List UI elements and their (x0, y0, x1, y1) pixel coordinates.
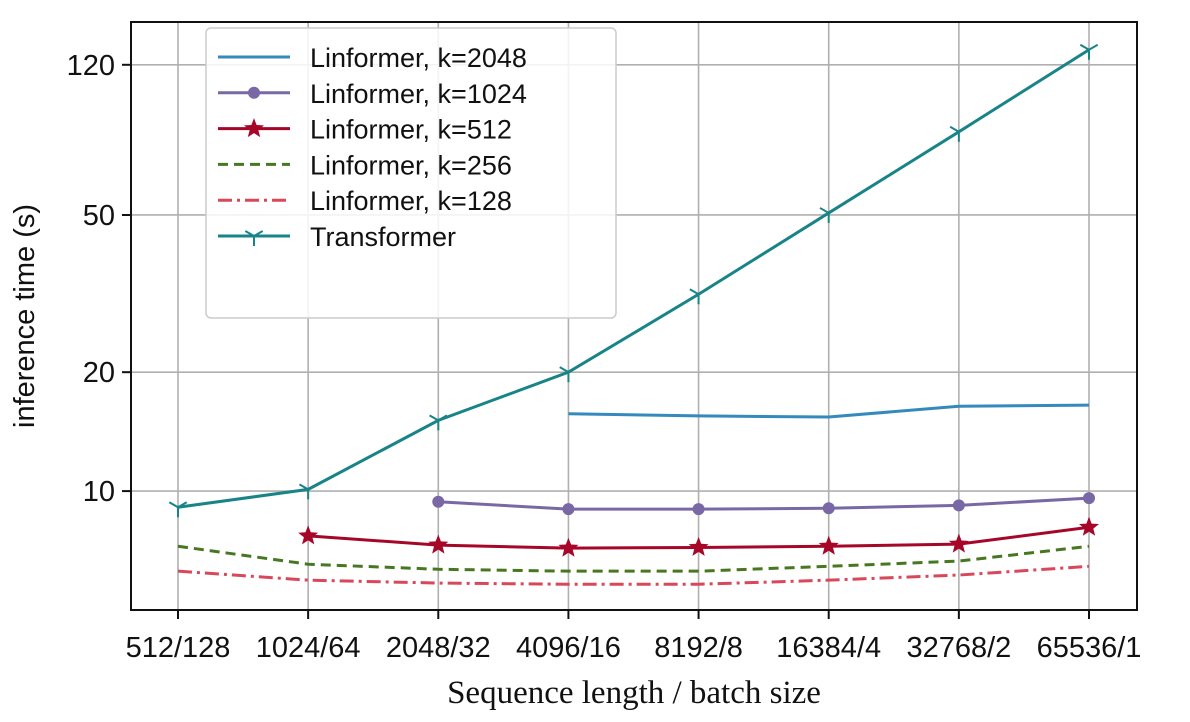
legend-box (205, 27, 617, 319)
circle-marker (432, 495, 445, 508)
marker-stroke (253, 230, 264, 237)
y-tick-label: 50 (83, 200, 115, 232)
marker-stroke (819, 207, 830, 214)
tri-down-marker (298, 483, 318, 500)
legend-entry: Linformer, k=1024 (218, 79, 527, 109)
y-tick-label: 120 (67, 50, 115, 82)
marker-stroke (437, 414, 448, 422)
legend-label: Transformer (310, 222, 456, 252)
legend-label: Linformer, k=256 (310, 150, 512, 180)
star-marker (298, 525, 319, 545)
tri-down-marker (429, 414, 448, 431)
marker-stroke (177, 501, 188, 509)
tri-down-marker (689, 288, 708, 305)
x-tick-label: 512/128 (126, 632, 231, 664)
series-linformer-k-128 (177, 564, 1090, 586)
marker-stroke (244, 230, 255, 237)
tri-down-marker (559, 366, 578, 383)
circle-marker (248, 86, 260, 99)
legend-label: Linformer, k=128 (310, 186, 512, 216)
tri-down-marker (949, 125, 969, 142)
legend-entry: Linformer, k=256 (218, 150, 512, 180)
marker-stroke (958, 125, 969, 133)
marker-stroke (949, 125, 960, 133)
y-axis-label: inference time (s) (9, 204, 41, 428)
series-line (177, 564, 1090, 586)
series-line (438, 496, 1090, 511)
circle-marker (952, 499, 965, 512)
series-group (168, 43, 1099, 586)
x-tick-label: 32768/2 (906, 632, 1011, 664)
series-line (177, 48, 1090, 509)
ticks: 512/128 1024/64 2048/32 4096/16 8192/8 16384/… (67, 50, 1142, 664)
marker-stroke (429, 414, 439, 422)
marker-stroke (698, 288, 708, 296)
star-marker (948, 533, 969, 553)
series-linformer-k-256 (177, 544, 1090, 573)
circle-marker (822, 502, 835, 515)
x-axis-label: Sequence length / batch size (447, 675, 821, 711)
tri-down-marker (819, 207, 838, 223)
legend-entry: Linformer, k=2048 (218, 43, 527, 73)
x-tick-label: 16384/4 (776, 632, 881, 664)
marker-stroke (689, 288, 700, 296)
x-tick-label: 65536/1 (1037, 632, 1142, 664)
star-marker (244, 118, 264, 138)
circle-marker (692, 503, 705, 516)
legend-entry: Linformer, k=512 (218, 115, 512, 145)
marker-stroke (828, 207, 838, 214)
series-line (177, 544, 1090, 573)
circle-marker (562, 503, 575, 516)
x-tick-label: 1024/64 (256, 632, 361, 664)
circle-marker (1083, 492, 1095, 505)
series-line (568, 403, 1090, 419)
star-marker (818, 535, 839, 555)
x-tick-label: 2048/32 (386, 632, 491, 664)
legend-label: Linformer, k=512 (310, 115, 512, 145)
legend: Linformer, k=2048 Linformer, k=1024 Linfor… (205, 27, 617, 319)
marker-stroke (168, 501, 179, 509)
tri-down-marker (168, 501, 188, 518)
marker-stroke (559, 366, 569, 374)
x-tick-label: 4096/16 (516, 632, 621, 664)
marker-stroke (567, 366, 578, 374)
y-tick-label: 20 (83, 357, 115, 389)
tri-down-marker (244, 230, 264, 246)
legend-entry: Linformer, k=128 (218, 186, 512, 216)
marker-stroke (1088, 43, 1099, 51)
marker-stroke (298, 483, 309, 491)
legend-label: Linformer, k=2048 (310, 43, 527, 73)
plot-frame (130, 21, 1138, 611)
star-marker (428, 534, 449, 554)
series-linformer-k-2048 (568, 403, 1090, 419)
marker-stroke (307, 483, 318, 491)
series-linformer-k-512 (298, 516, 1099, 557)
star-marker (558, 537, 579, 557)
tri-down-marker (1079, 43, 1099, 60)
star-marker (688, 536, 709, 556)
legend-label: Linformer, k=1024 (310, 79, 527, 109)
star-marker (1079, 516, 1099, 536)
x-tick-label: 8192/8 (654, 632, 743, 664)
y-tick-label: 10 (83, 476, 115, 508)
legend-entry: Transformer (218, 222, 456, 252)
series-transformer (168, 43, 1099, 518)
marker-stroke (1079, 43, 1090, 51)
series-linformer-k-1024 (432, 492, 1095, 516)
